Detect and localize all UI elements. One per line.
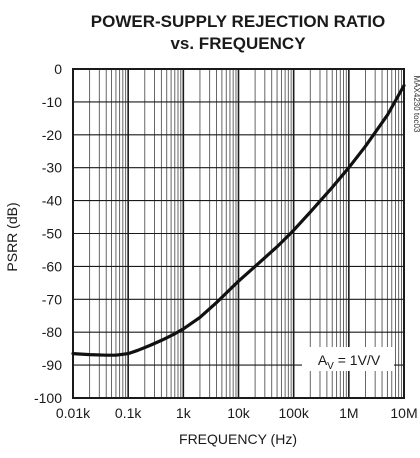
psrr-curve [71,83,406,357]
chart-title-line1: POWER-SUPPLY REJECTION RATIO [91,12,385,31]
x-tick-label: 10k [227,405,251,421]
y-tick-label: -70 [42,291,62,307]
y-tick-label: -80 [42,324,62,340]
x-axis-label: FREQUENCY (Hz) [179,431,297,447]
y-tick-label: -30 [42,160,62,176]
x-tick-label: 10M [390,405,417,421]
figure-id-tag: MAX4230 toc03 [412,76,420,133]
y-tick-label: -10 [42,94,62,110]
chart-title-line2: vs. FREQUENCY [170,34,306,53]
y-tick-label: -100 [34,390,62,406]
y-tick-label: -60 [42,258,62,274]
y-tick-labels: 0 -10 -20 -30 -40 -50 -60 -70 -80 -90 -100 [34,61,62,406]
x-tick-labels: 0.01k 0.1k 1k 10k 100k 1M 10M [56,405,418,421]
x-tick-label: 1k [176,405,192,421]
x-tick-label: 0.01k [56,405,91,421]
annotation-rest: = 1V/V [334,352,381,368]
y-axis-label: PSRR (dB) [4,202,20,271]
y-tick-label: -90 [42,357,62,373]
annotation-base: A [318,352,328,368]
annotation-sub: V [327,361,334,372]
y-tick-label: -40 [42,193,62,209]
annotation-background [302,347,394,371]
y-tick-label: -20 [42,127,62,143]
grid-lines [72,68,405,399]
x-tick-label: 1M [339,405,358,421]
x-tick-label: 100k [278,405,309,421]
gain-annotation: AV = 1V/V [318,352,381,372]
y-tick-label: 0 [54,61,62,77]
plot-frame [72,68,405,399]
x-tick-label: 0.1k [115,405,142,421]
y-tick-label: -50 [42,226,62,242]
